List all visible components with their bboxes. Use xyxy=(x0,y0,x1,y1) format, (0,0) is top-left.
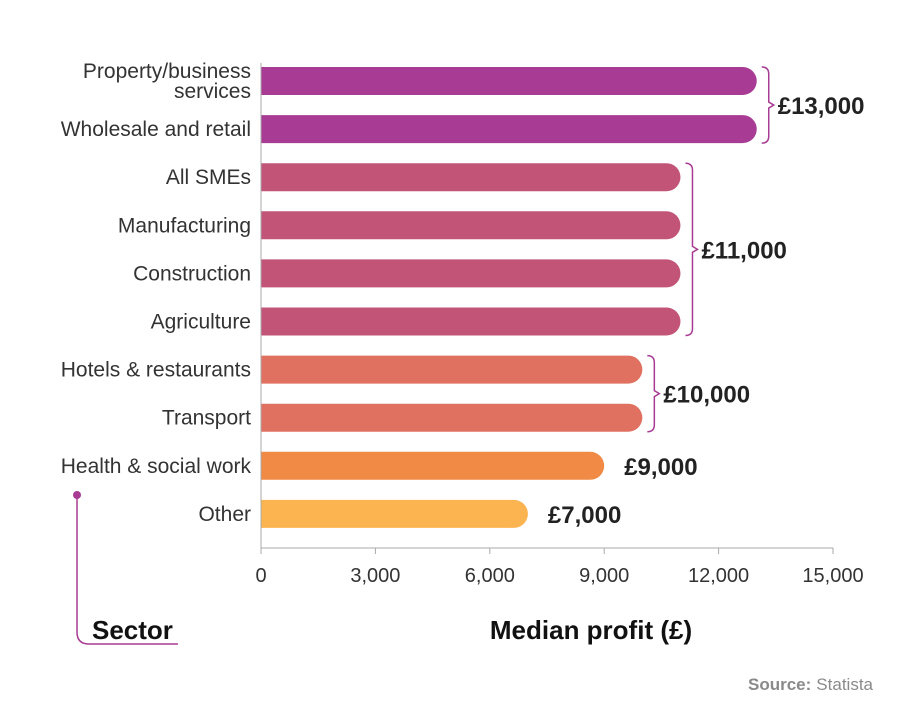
source-text: Statista xyxy=(816,675,873,694)
bar xyxy=(261,115,757,144)
bar xyxy=(261,259,681,288)
x-tick-label: 0 xyxy=(255,565,266,587)
category-label: Construction xyxy=(133,262,251,285)
value-label: £11,000 xyxy=(701,237,786,264)
value-bracket xyxy=(685,162,699,337)
source-note: Source: Statista xyxy=(748,675,874,694)
category-label: All SMEs xyxy=(166,166,251,189)
x-tick-label: 12,000 xyxy=(688,565,749,587)
category-label: Hotels & restaurants xyxy=(61,359,251,382)
category-label: Other xyxy=(198,503,251,526)
value-brackets-layer: £13,000 £11,000 £10,000 £9,000£7,000 xyxy=(548,66,865,529)
sector-connector xyxy=(73,491,178,645)
category-label: Transport xyxy=(162,407,251,430)
category-label: Property/business services xyxy=(83,60,251,103)
bar xyxy=(261,211,681,240)
bar xyxy=(261,355,643,384)
bar xyxy=(261,67,757,95)
x-tick-label: 15,000 xyxy=(802,565,863,587)
value-label: £13,000 xyxy=(778,93,865,120)
value-bracket xyxy=(647,354,661,433)
x-axis: 0 3,000 6,000 9,000 12,000 15,000 xyxy=(255,63,864,587)
bar xyxy=(261,163,681,192)
value-bracket xyxy=(761,66,776,144)
category-label-line: services xyxy=(174,80,251,103)
bar xyxy=(261,451,605,480)
sector-line xyxy=(76,495,178,645)
source-label: Source: xyxy=(748,675,811,694)
value-label: £7,000 xyxy=(548,502,621,529)
x-axis-title: Median profit (£) xyxy=(490,615,692,645)
category-label: Agriculture xyxy=(151,311,251,334)
value-label: £10,000 xyxy=(663,382,750,409)
bars-layer xyxy=(261,67,757,528)
bar xyxy=(261,403,643,432)
category-label: Health & social work xyxy=(61,455,252,478)
category-labels-layer: Property/business services Wholesale and r… xyxy=(61,60,252,526)
x-tick-label: 3,000 xyxy=(350,565,400,587)
x-tick-label: 9,000 xyxy=(579,565,629,587)
category-label: Wholesale and retail xyxy=(61,118,251,141)
category-label: Manufacturing xyxy=(118,214,251,237)
value-label: £9,000 xyxy=(624,454,697,481)
x-tick-label: 6,000 xyxy=(465,565,515,587)
bar xyxy=(261,307,681,336)
y-axis-title: Sector xyxy=(92,615,173,645)
category-label-line: Property/business xyxy=(83,60,251,83)
bar xyxy=(261,499,528,528)
